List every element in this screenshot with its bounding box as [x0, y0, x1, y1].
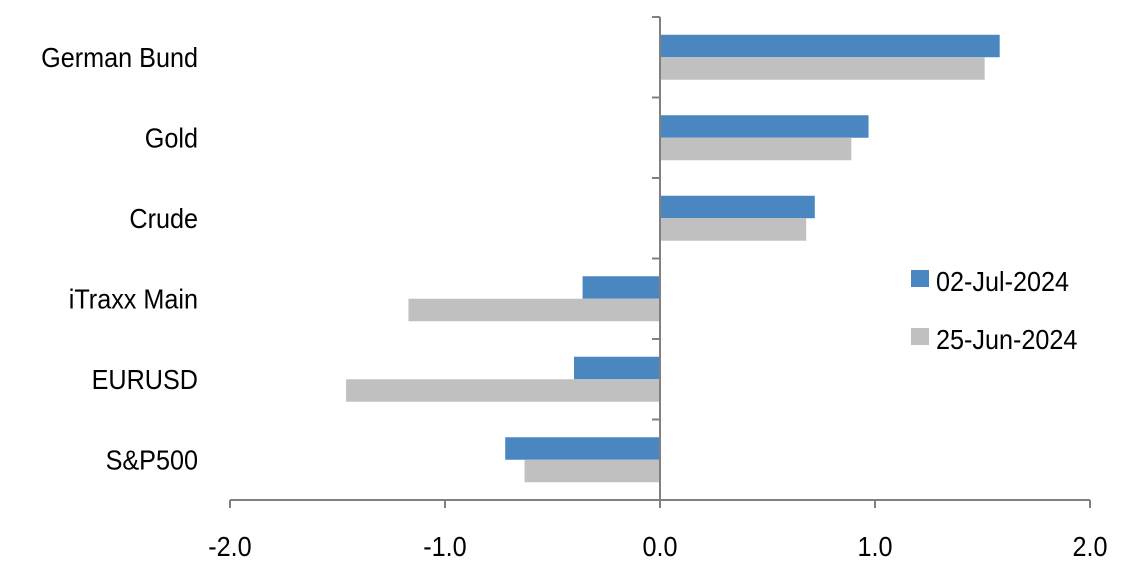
bar-series2 [346, 379, 660, 402]
bar-series2 [660, 57, 985, 80]
x-tick-label: -2.0 [208, 531, 251, 563]
x-tick-label: 1.0 [857, 531, 892, 563]
category-label: Crude [129, 203, 198, 235]
bar-series2 [660, 218, 807, 241]
bar-series2 [408, 298, 660, 322]
legend-swatch [911, 270, 929, 287]
bar-series1 [574, 356, 660, 380]
category-label: EURUSD [92, 364, 198, 396]
category-label: German Bund [41, 42, 198, 74]
bar-series2 [660, 137, 852, 161]
bar-series1 [660, 195, 815, 219]
x-tick-label: 0.0 [642, 531, 677, 563]
bar-series1 [660, 115, 869, 138]
bar-series1 [660, 34, 1000, 58]
legend-label: 25-Jun-2024 [936, 324, 1078, 356]
category-label: Gold [145, 123, 198, 155]
bar-series1 [505, 437, 660, 460]
bar-series1 [582, 276, 660, 299]
legend-swatch [911, 328, 929, 345]
category-label: S&P500 [106, 445, 198, 477]
bar-series2 [524, 459, 660, 483]
x-tick-label: 2.0 [1072, 531, 1107, 563]
legend-label: 02-Jul-2024 [936, 266, 1069, 298]
x-tick-label: -1.0 [423, 531, 466, 563]
category-label: iTraxx Main [69, 284, 198, 316]
